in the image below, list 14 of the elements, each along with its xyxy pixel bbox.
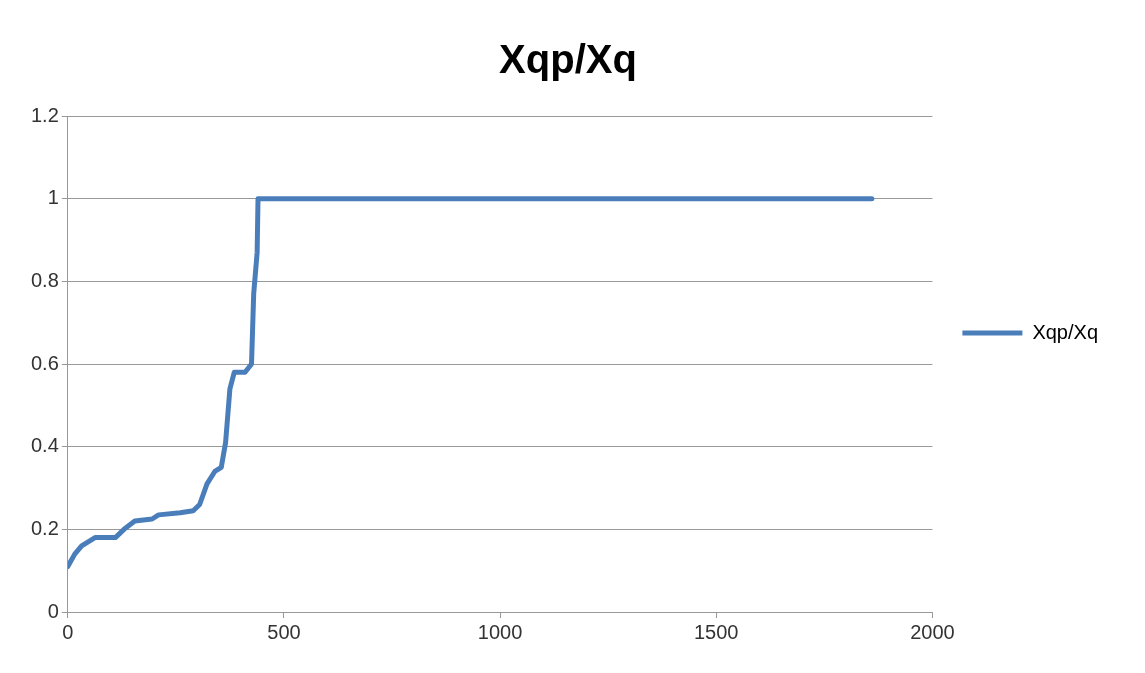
x-tick-label: 1000 xyxy=(477,620,523,643)
y-tick-label: 0 xyxy=(47,599,59,622)
y-tick-label: 0.2 xyxy=(30,516,59,539)
x-tick-label: 2000 xyxy=(910,620,955,643)
x-tick-label: 500 xyxy=(267,620,301,643)
y-tick-label: 0.8 xyxy=(30,268,59,291)
legend-label: Xqp/Xq xyxy=(1032,320,1098,343)
y-tick-label: 1 xyxy=(47,186,59,209)
chart-title: Xqp/Xq xyxy=(499,37,637,82)
y-tick-label: 0.4 xyxy=(30,434,59,457)
x-tick-label: 0 xyxy=(62,620,74,643)
x-tick-label: 1500 xyxy=(694,620,739,643)
y-tick-label: 0.6 xyxy=(30,351,59,374)
y-tick-label: 1.2 xyxy=(30,103,59,126)
